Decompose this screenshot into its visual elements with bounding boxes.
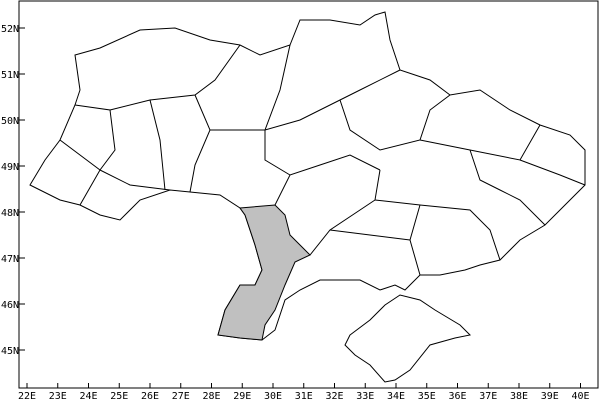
- lon-tick-label: 40E: [571, 391, 589, 400]
- oblast-border: [99, 169, 171, 191]
- lat-tick-label: 47N: [1, 254, 19, 265]
- oblast-border: [419, 124, 541, 161]
- oblast-border: [329, 229, 411, 241]
- lon-tick-label: 39E: [541, 391, 559, 400]
- lon-tick-label: 31E: [295, 391, 313, 400]
- lat-tick-label: 51N: [1, 70, 19, 81]
- lon-tick-label: 35E: [418, 391, 436, 400]
- oblast-border: [59, 139, 101, 171]
- lon-tick-label: 29E: [233, 391, 251, 400]
- oblast-border: [519, 159, 586, 186]
- oblast-border: [189, 94, 211, 193]
- oblast-border: [339, 94, 451, 151]
- lon-tick-label: 36E: [448, 391, 466, 400]
- crimea-region: [344, 294, 472, 383]
- lon-tick-label: 37E: [479, 391, 497, 400]
- oblast-border: [374, 199, 501, 261]
- lon-tick-label: 26E: [141, 391, 159, 400]
- oblast-border: [309, 169, 381, 256]
- lat-tick-label: 48N: [1, 208, 19, 219]
- oblast-border: [264, 44, 291, 131]
- oblast-border: [109, 99, 166, 191]
- oblast-border: [274, 174, 291, 206]
- oblast-border: [149, 44, 241, 101]
- oblast-border: [210, 69, 401, 131]
- lon-tick-label: 28E: [202, 391, 220, 400]
- lon-tick-label: 25E: [110, 391, 128, 400]
- latitude-axis: 45N 46N 47N 48N 49N 50N 51N 52N: [1, 24, 25, 357]
- oblast-border: [469, 149, 546, 226]
- lat-tick-label: 52N: [1, 24, 19, 35]
- oblast-border: [264, 130, 381, 176]
- lat-tick-label: 45N: [1, 346, 19, 357]
- lon-tick-label: 32E: [325, 391, 343, 400]
- lat-tick-label: 46N: [1, 300, 19, 311]
- lon-tick-label: 34E: [387, 391, 405, 400]
- lon-tick-label: 24E: [79, 391, 97, 400]
- lon-tick-label: 33E: [356, 391, 374, 400]
- lon-tick-label: 30E: [264, 391, 282, 400]
- longitude-axis: 22E 23E 24E 25E 26E 27E 28E 29E 30E 31E 32E 33E 34E 3…: [18, 383, 590, 400]
- lat-tick-label: 50N: [1, 116, 19, 127]
- regions-layer: [29, 11, 586, 383]
- lon-tick-label: 22E: [18, 391, 36, 400]
- lat-tick-label: 49N: [1, 162, 19, 173]
- lon-tick-label: 23E: [49, 391, 67, 400]
- odesa-oblast-highlighted: [217, 204, 311, 341]
- lon-tick-label: 38E: [510, 391, 528, 400]
- lon-tick-label: 27E: [172, 391, 190, 400]
- oblast-border: [74, 104, 116, 206]
